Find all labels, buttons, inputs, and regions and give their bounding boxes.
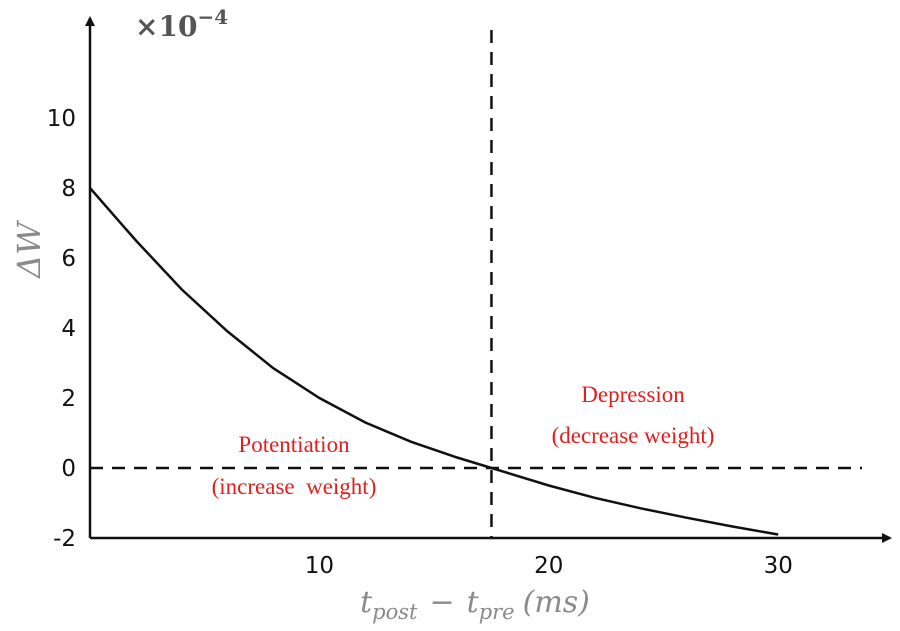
y-tick-labels: -2 0 2 4 6 8 10: [47, 106, 76, 552]
annotation-potentiation-title: Potentiation: [238, 432, 350, 457]
x-tick-labels: 10 20 30: [305, 553, 793, 579]
y-tick-label: 6: [61, 246, 76, 272]
x-label-t2: t: [467, 585, 480, 620]
y-tick-label: 8: [61, 176, 76, 202]
x-label-t1: t: [360, 585, 373, 620]
y-tick-label: 0: [61, 456, 76, 482]
x-tick-label: 10: [305, 553, 334, 579]
y-tick-label: 10: [47, 106, 76, 132]
y-tick-label: 2: [61, 386, 76, 412]
x-label-sub1: post: [372, 600, 418, 624]
y-axis-multiplier: ×10−4: [135, 5, 228, 43]
x-tick-label: 30: [764, 553, 793, 579]
y-axis-label: ΔW: [10, 219, 48, 280]
y-tick-label: -2: [53, 526, 76, 552]
stdp-curve: [89, 187, 779, 536]
annotation-depression-title: Depression: [581, 382, 685, 407]
x-label-operator: −: [429, 585, 454, 620]
annotation-potentiation-subtitle: (increase weight): [212, 474, 377, 499]
x-axis-label: tpost − tpre (ms): [360, 585, 590, 624]
x-tick-label: 20: [534, 553, 563, 579]
y-tick-label: 4: [61, 316, 76, 342]
annotation-depression-subtitle: (decrease weight): [552, 423, 715, 448]
x-label-unit: (ms): [523, 585, 590, 620]
multiplier-exponent: −4: [197, 5, 228, 29]
x-label-sub2: pre: [479, 600, 515, 624]
multiplier-base: ×10: [135, 10, 197, 43]
